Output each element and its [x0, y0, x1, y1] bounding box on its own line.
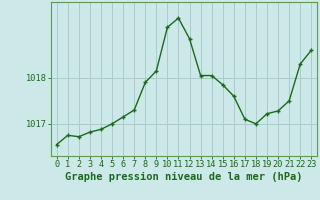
X-axis label: Graphe pression niveau de la mer (hPa): Graphe pression niveau de la mer (hPa): [65, 172, 303, 182]
